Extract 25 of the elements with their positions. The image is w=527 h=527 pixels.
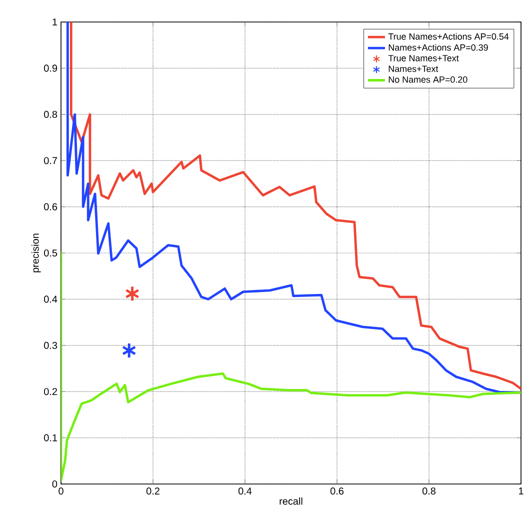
x-tick-label: 0.6 <box>330 488 344 495</box>
legend-label: True Names+Text <box>388 55 459 62</box>
y-tick-label: 0.1 <box>44 434 57 442</box>
line-series <box>61 250 522 482</box>
x-tick-label: 0 <box>58 488 64 495</box>
y-tick-label: 0.7 <box>44 157 57 164</box>
y-tick-label: 0.3 <box>44 342 58 349</box>
y-tick-label: 1 <box>52 18 57 26</box>
x-axis-title: recall <box>280 497 302 505</box>
y-tick-label: 0 <box>52 480 58 488</box>
y-tick-label: 0.9 <box>44 64 58 72</box>
y-tick-label: 0.8 <box>44 110 58 118</box>
x-tick-label: 1 <box>519 488 524 494</box>
legend-label: Names+Text <box>388 66 438 72</box>
legend-label: True Names+Actions AP=0.54 <box>388 33 509 40</box>
y-tick-label: 0.2 <box>44 388 57 396</box>
x-tick-label: 0.2 <box>146 488 160 495</box>
x-tick-label: 0.8 <box>422 488 436 495</box>
y-tick-label: 0.5 <box>44 249 58 257</box>
y-axis-title: precision <box>31 234 41 272</box>
legend-label: Names+Actions AP=0.39 <box>388 44 488 51</box>
y-tick-label: 0.4 <box>44 296 58 303</box>
legend-label: No Names AP=0.20 <box>388 76 468 83</box>
x-tick-label: 0.4 <box>238 488 252 495</box>
y-tick-label: 0.6 <box>44 203 58 210</box>
